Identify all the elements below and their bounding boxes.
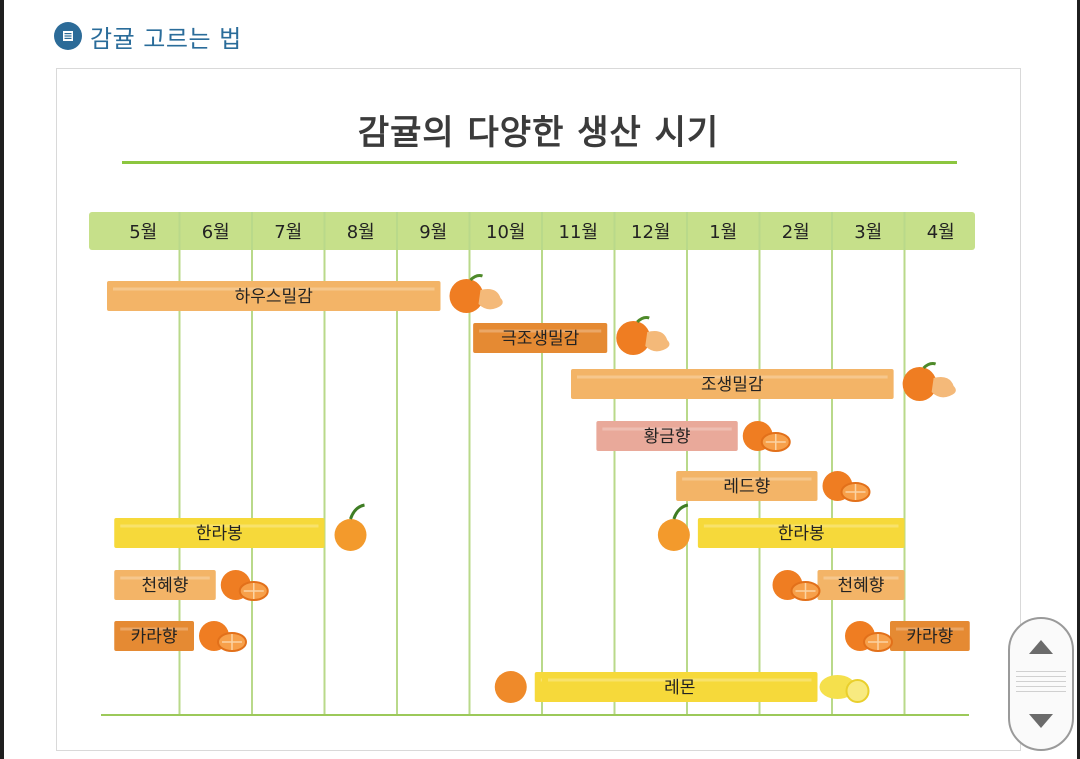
section-header: 감귤 고르는 법	[54, 18, 242, 54]
fruit-icon	[902, 362, 956, 401]
bar-label: 한라봉	[196, 524, 243, 544]
harvest-bar	[817, 570, 905, 600]
fruit-icon	[199, 621, 247, 652]
bar-label: 레드향	[723, 477, 770, 497]
fruit-icon	[494, 671, 527, 703]
fruit-icon	[220, 570, 269, 601]
window-border-left	[0, 0, 4, 759]
harvest-bar	[473, 323, 608, 353]
document-icon	[54, 22, 82, 50]
fruit-icon	[449, 274, 503, 313]
title-divider	[122, 161, 957, 164]
scroll-grip[interactable]	[1016, 671, 1066, 697]
bar-label: 천혜향	[838, 576, 885, 596]
month-label: 1월	[709, 222, 737, 243]
fruit-icon	[822, 471, 871, 502]
fruit-icon	[845, 621, 893, 652]
section-title: 감귤 고르는 법	[90, 24, 242, 53]
harvest-bar	[596, 421, 738, 451]
harvest-bar	[107, 281, 441, 311]
bar-label: 천혜향	[142, 576, 189, 596]
harvest-bar	[542, 672, 818, 702]
month-label: 9월	[419, 222, 447, 243]
fruit-icon	[616, 316, 670, 355]
month-label: 10월	[486, 222, 525, 243]
window-border-right	[1077, 0, 1080, 759]
bar-label: 조생밀감	[701, 375, 764, 395]
month-label: 12월	[631, 222, 670, 243]
fruit-icon	[742, 421, 791, 452]
bar-label: 카라향	[131, 627, 178, 647]
bar-label: 레몬	[664, 678, 695, 698]
month-label: 3월	[854, 222, 882, 243]
bar-label: 한라봉	[778, 524, 825, 544]
harvest-bar	[114, 518, 325, 548]
fruit-icon	[772, 570, 821, 601]
page-scroller[interactable]	[1008, 617, 1074, 751]
bar-label: 카라향	[906, 627, 953, 647]
month-label: 5월	[129, 222, 157, 243]
month-label: 11월	[559, 222, 598, 243]
month-label: 2월	[782, 222, 810, 243]
harvest-bar	[114, 570, 216, 600]
harvest-bar	[571, 369, 894, 399]
chart-title: 감귤의 다양한 생산 시기	[357, 113, 720, 153]
harvest-calendar-chart: 5월 6월 7월 8월 9월 10월 11월 12월 1월 2월 3월 4월하우스밀감극조생밀감조생밀…	[89, 212, 975, 716]
harvest-bar	[697, 518, 905, 548]
bar-label: 극조생밀감	[501, 329, 580, 349]
bar-label: 황금향	[644, 427, 691, 447]
arrow-up-icon[interactable]	[1010, 627, 1072, 667]
harvest-bar	[676, 471, 818, 501]
month-header-band	[89, 212, 975, 250]
month-label: 4월	[927, 222, 955, 243]
harvest-bar	[890, 621, 970, 651]
bar-label: 하우스밀감	[235, 287, 314, 307]
month-label: 8월	[347, 222, 375, 243]
month-label: 7월	[274, 222, 302, 243]
fruit-icon	[334, 503, 367, 551]
arrow-down-icon[interactable]	[1010, 701, 1072, 741]
harvest-bar	[114, 621, 194, 651]
month-label: 6월	[202, 222, 230, 243]
fruit-icon	[657, 503, 690, 551]
fruit-icon	[819, 675, 870, 703]
harvest-calendar-figure: 감귤의 다양한 생산 시기 5월 6월 7월 8월 9월 10월 11월 12월 1월 2월 3월 4…	[56, 68, 1021, 751]
